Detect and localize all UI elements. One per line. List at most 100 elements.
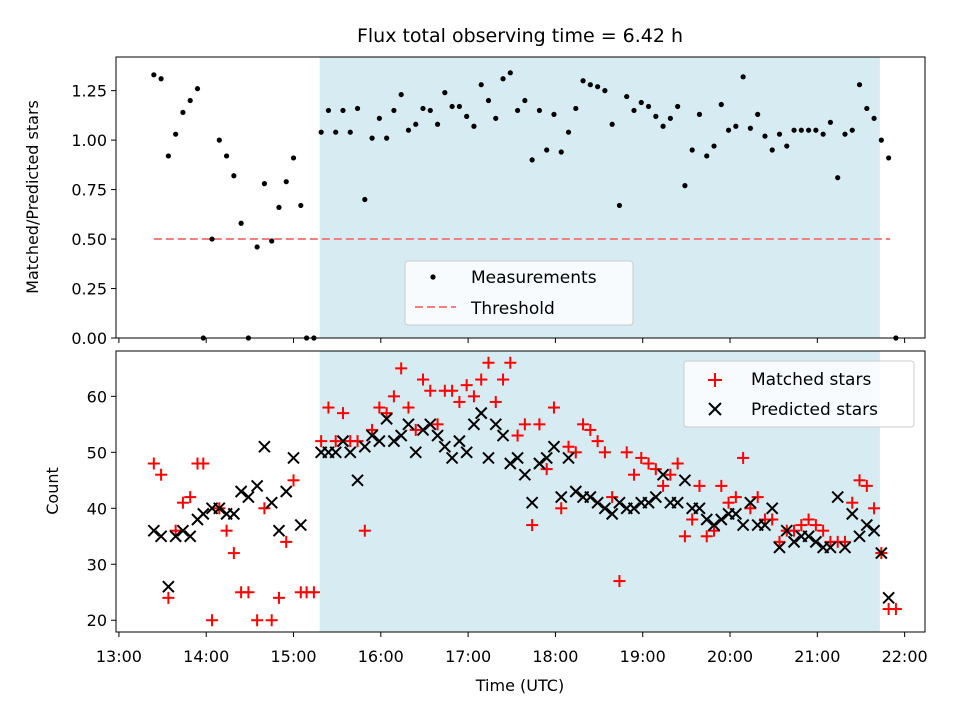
measurement-point — [798, 127, 804, 133]
matched-star-point — [766, 513, 779, 526]
bottom-y-tick-label: 20 — [87, 611, 107, 630]
matched-star-point — [606, 491, 619, 504]
measurement-point — [362, 196, 368, 203]
predicted-star-point — [183, 530, 197, 543]
measurement-point — [573, 105, 579, 112]
top-chart-title: Flux total observing time = 6.42 h — [357, 25, 683, 47]
matched-star-point — [809, 519, 822, 532]
measurement-point — [696, 111, 703, 117]
matched-star-point — [642, 457, 655, 470]
measurement-point — [398, 91, 404, 98]
matched-star-point — [788, 524, 801, 537]
matched-star-point — [722, 496, 735, 509]
matched-star-point — [497, 373, 510, 386]
predicted-star-point — [758, 518, 772, 532]
predicted-star-point — [380, 412, 393, 425]
matched-star-point — [402, 401, 415, 414]
measurement-point — [653, 113, 659, 119]
matched-star-point — [251, 614, 264, 627]
predicted-star-point — [213, 502, 226, 515]
matched-star-point — [868, 502, 881, 515]
matched-star-point — [591, 435, 604, 448]
bottom-x-tick-label: 18:00 — [532, 647, 578, 666]
matched-star-point — [795, 519, 808, 532]
measurement-point — [333, 129, 339, 135]
measurement-point — [711, 143, 717, 149]
matched-star-point — [424, 384, 437, 397]
legend-label-threshold: Threshold — [470, 299, 555, 319]
matched-star-point — [409, 423, 422, 436]
bottom-x-axis-label: Time (UTC) — [475, 676, 564, 695]
predicted-star-point — [344, 446, 357, 459]
predicted-star-point — [605, 507, 619, 521]
legend-label-measurements: Measurements — [471, 268, 597, 288]
predicted-star-point — [409, 446, 422, 459]
matched-star-point — [773, 535, 786, 548]
measurement-point — [231, 173, 237, 179]
predicted-star-point — [598, 502, 612, 515]
predicted-star-point — [671, 496, 684, 509]
bottom-legend: Matched stars Predicted stars — [683, 360, 915, 428]
measurement-point — [500, 76, 506, 82]
bottom-x-tick-label: 21:00 — [794, 647, 840, 666]
predicted-star-point — [518, 468, 532, 481]
matched-star-point — [715, 479, 728, 492]
measurement-point — [298, 202, 304, 209]
predicted-star-point — [642, 496, 655, 509]
matched-star-point — [700, 530, 713, 543]
measurement-point — [755, 111, 761, 117]
predicted-star-point — [365, 429, 379, 442]
predicted-star-point — [569, 485, 582, 498]
bottom-x-tick-label: 16:00 — [358, 647, 404, 666]
matched-star-point — [533, 418, 546, 431]
predicted-star-point — [584, 490, 597, 504]
predicted-star-point — [540, 451, 553, 465]
bottom-y-tick-label: 50 — [87, 443, 107, 462]
matched-star-point — [387, 390, 400, 403]
measurement-point — [376, 115, 382, 121]
predicted-star-point — [656, 468, 670, 481]
measurement-point — [835, 175, 841, 181]
measurement-point — [660, 123, 666, 129]
predicted-star-point — [678, 474, 692, 487]
matched-star-point — [373, 401, 386, 414]
matched-star-point — [860, 479, 873, 492]
predicted-star-point — [250, 479, 264, 493]
bottom-x-tick-label: 13:00 — [96, 647, 142, 666]
matched-star-point — [751, 491, 764, 504]
bottom-x-tick-label: 20:00 — [707, 647, 753, 666]
measurement-point — [667, 115, 673, 121]
measurement-point — [384, 135, 390, 141]
measurement-point — [290, 155, 297, 161]
matched-star-point — [577, 418, 590, 431]
matched-star-point — [453, 395, 466, 408]
bottom-x-tick-label: 14:00 — [183, 647, 229, 666]
predicted-star-point — [867, 524, 881, 537]
predicted-star-point — [729, 507, 743, 521]
predicted-star-point — [504, 457, 517, 470]
predicted-star-point — [460, 446, 473, 459]
matched-star-point — [889, 603, 902, 616]
predicted-star-point — [533, 457, 546, 470]
measurement-point — [536, 107, 543, 114]
measurement-point — [704, 153, 710, 159]
measurement-point — [805, 127, 812, 133]
measurement-point — [456, 103, 462, 110]
predicted-star-point — [780, 524, 793, 537]
matched-star-point — [802, 513, 815, 526]
predicted-star-point — [453, 434, 466, 448]
matched-star-point — [206, 614, 219, 627]
measurement-point — [762, 133, 768, 139]
top-y-axis-label: Matched/Predicted stars — [23, 100, 42, 294]
predicted-star-point — [234, 485, 248, 498]
matched-star-point — [220, 524, 233, 537]
matched-star-point — [664, 468, 677, 481]
matched-star-point — [547, 401, 560, 414]
predicted-star-point — [265, 496, 278, 509]
predicted-star-point — [736, 518, 750, 532]
measurement-point — [725, 127, 732, 133]
predicted-star-point — [287, 451, 300, 465]
matched-star-point — [686, 513, 699, 526]
measurement-point — [276, 204, 282, 210]
